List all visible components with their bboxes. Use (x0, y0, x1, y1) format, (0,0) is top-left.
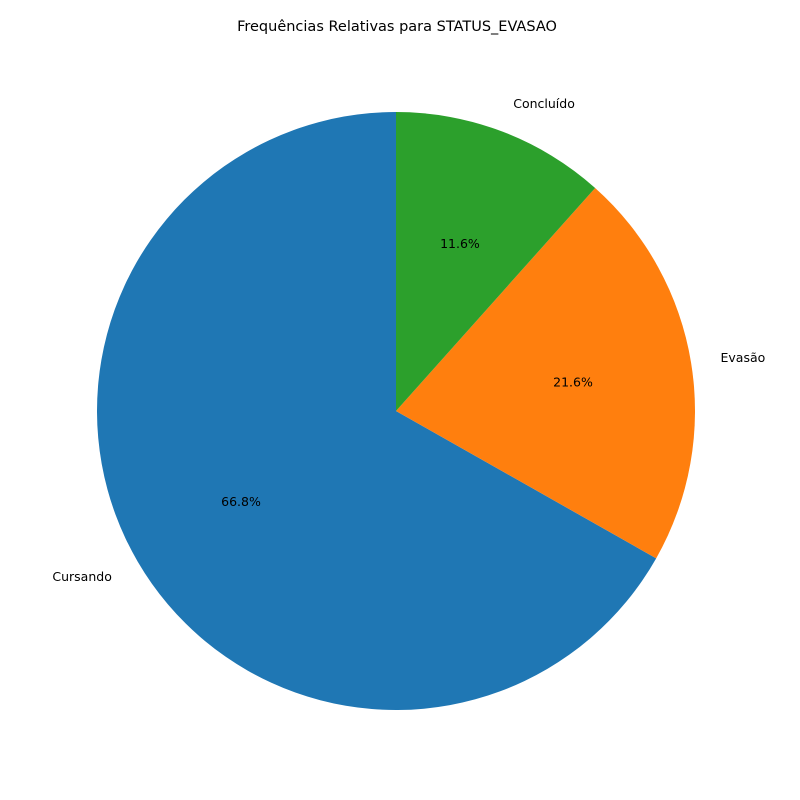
slice-label-3: Concluído (513, 96, 575, 111)
pie-slice-3 (396, 112, 596, 411)
slice-label-2: Evasão (721, 350, 766, 365)
pie-labels: Cursando 66.8% Evasão 21.6% Concluído 11.6% (52, 96, 765, 584)
pie-slice-2 (396, 187, 695, 559)
slice-percentage-1: 66.8% (221, 494, 261, 509)
pie-slice-1 (97, 112, 657, 711)
slice-label-1: Cursando (52, 569, 111, 584)
chart-title: Frequências Relativas para STATUS_EVASAO (237, 19, 557, 35)
slice-percentage-2: 21.6% (553, 374, 593, 389)
pie-slices (97, 112, 695, 711)
slice-percentage-3: 11.6% (440, 236, 480, 251)
